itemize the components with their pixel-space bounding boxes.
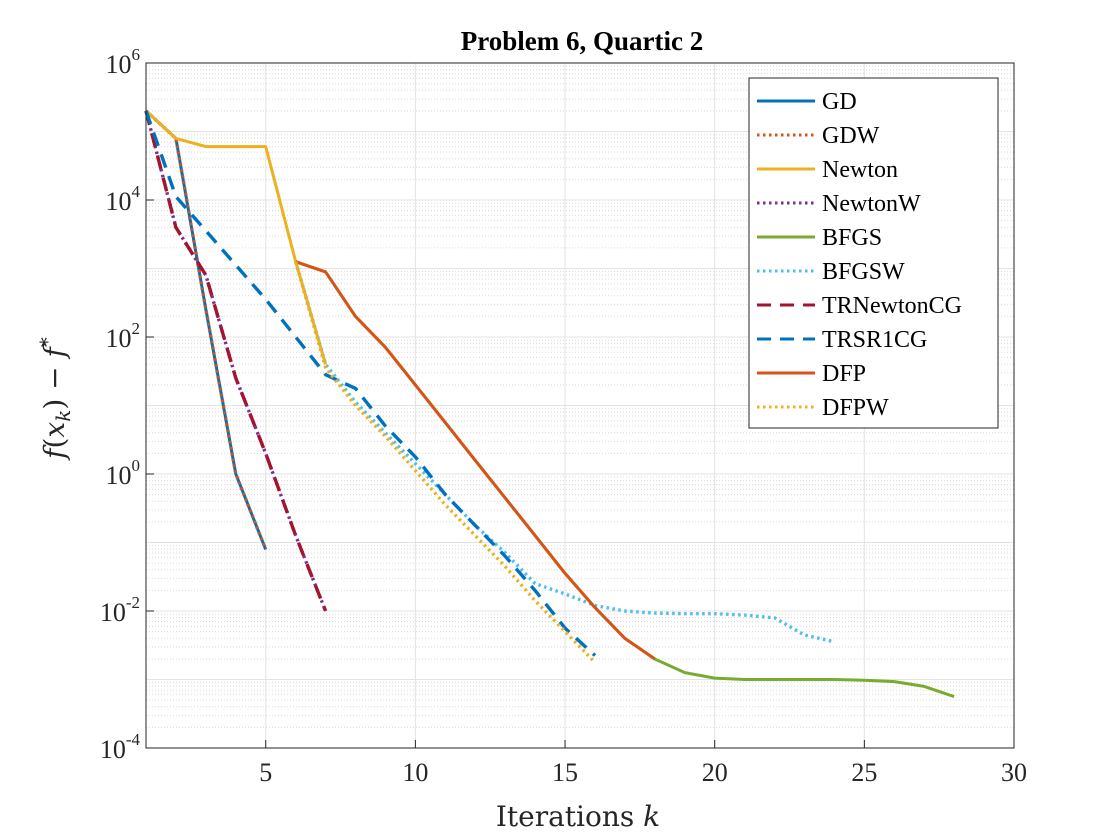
x-axis-label: Iterations k <box>496 800 660 833</box>
legend-label: DFP <box>822 361 866 387</box>
legend: GD GDW Newton NewtonW BFGS BFGSW TRNewtonCG TRS… <box>748 77 999 429</box>
series-line-dfp <box>295 260 656 661</box>
x-tick-label: 20 <box>702 758 728 787</box>
x-axis-ticks: 5 10 15 20 25 30 <box>259 740 1027 787</box>
x-tick-label: 30 <box>1001 758 1027 787</box>
y-axis-label-sub: k <box>51 410 75 422</box>
legend-label: BFGS <box>822 225 882 251</box>
legend-label: Newton <box>822 157 898 183</box>
plot-lines <box>144 109 955 699</box>
legend-label: BFGSW <box>822 259 905 285</box>
x-tick-label: 25 <box>851 758 877 787</box>
y-axis-ticks: 10-4 10-2 100 102 104 106 <box>100 45 154 764</box>
legend-label: GD <box>822 89 857 115</box>
x-axis-label-var: k <box>643 800 660 833</box>
chart-title: Problem 6, Quartic 2 <box>461 26 703 56</box>
legend-label: TRSR1CG <box>822 327 927 353</box>
legend-label: GDW <box>822 123 880 149</box>
x-tick-label: 15 <box>552 758 578 787</box>
series-line-dfpw <box>294 261 597 664</box>
series-line-trnewtoncg <box>144 110 328 612</box>
legend-box <box>748 77 999 429</box>
y-axis-label: f(xk) − f* <box>35 337 75 461</box>
y-tick-label: 106 <box>106 45 141 79</box>
y-tick-label: 10-2 <box>100 593 140 627</box>
y-tick-label: 100 <box>106 456 141 490</box>
y-tick-label: 10-4 <box>100 730 141 764</box>
x-tick-label: 10 <box>402 758 428 787</box>
x-tick-label: 5 <box>259 758 272 787</box>
axes-box <box>145 62 1015 749</box>
legend-label: TRNewtonCG <box>822 293 962 319</box>
series-line-gdw <box>144 109 268 551</box>
y-axis-label-star: * <box>35 337 59 347</box>
y-axis-label-x: x <box>38 422 71 438</box>
series-line-trsr1cg <box>144 110 597 657</box>
y-tick-label: 104 <box>106 182 141 216</box>
y-axis-label-rest: ) − <box>38 357 71 409</box>
series-line-bfgsw <box>294 261 835 644</box>
series-line-newton <box>144 109 328 365</box>
legend-label: DFPW <box>822 395 889 421</box>
y-tick-label: 102 <box>106 319 141 353</box>
x-axis-label-text: Iterations <box>496 800 643 833</box>
y-axis-label-paren: ( <box>38 438 71 449</box>
legend-label: NewtonW <box>822 191 921 217</box>
